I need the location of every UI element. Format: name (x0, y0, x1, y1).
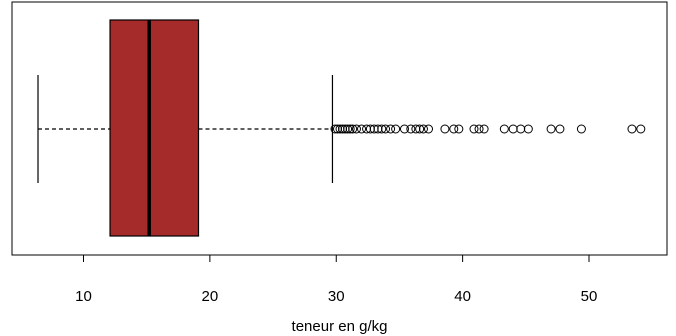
x-tick-label: 20 (202, 288, 219, 305)
x-tick-label: 30 (328, 288, 345, 305)
iqr-box (109, 19, 200, 237)
outlier-point (386, 124, 396, 134)
outlier-point (406, 124, 416, 134)
outlier-point (381, 124, 391, 134)
outlier-point (343, 124, 353, 134)
outlier-point (516, 124, 526, 134)
outlier-point (627, 124, 637, 134)
outlier-point (479, 124, 489, 134)
outlier-point (523, 124, 533, 134)
outlier-point (345, 124, 355, 134)
x-axis-label: teneur en g/kg (292, 318, 388, 335)
outlier-point (546, 124, 556, 134)
outlier-point (454, 124, 464, 134)
outlier-point (377, 124, 387, 134)
outlier-point (474, 124, 484, 134)
outlier-point (418, 124, 428, 134)
outlier-point (348, 124, 358, 134)
outlier-point (555, 124, 565, 134)
outlier-point (469, 124, 479, 134)
outlier-point (508, 124, 518, 134)
outlier-point (391, 124, 401, 134)
outlier-point (576, 124, 586, 134)
outlier-point (440, 124, 450, 134)
outlier-point (636, 124, 646, 134)
boxplot-marks (37, 19, 646, 237)
x-tick-label: 10 (75, 288, 92, 305)
outlier-point (357, 124, 367, 134)
x-axis: 10 20 30 40 50 (75, 254, 598, 305)
outlier-point (415, 124, 425, 134)
outlier-point (399, 124, 409, 134)
x-tick-label: 40 (454, 288, 471, 305)
outlier-point (449, 124, 459, 134)
outlier-point (424, 124, 434, 134)
outlier-point (499, 124, 509, 134)
x-tick-label: 50 (581, 288, 598, 305)
outlier-point (351, 124, 361, 134)
